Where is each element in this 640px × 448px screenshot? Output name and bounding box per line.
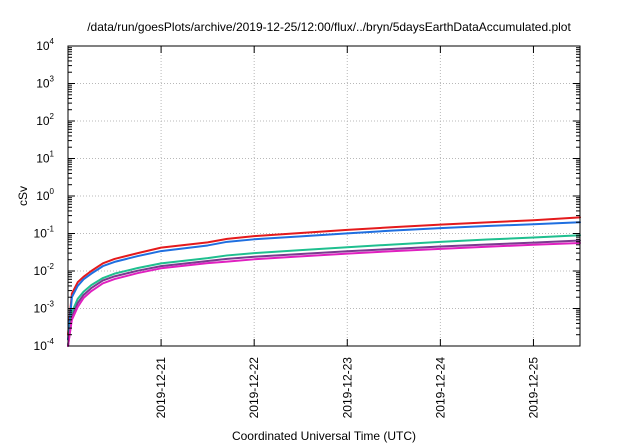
- y-axis-ticks: 10-4 10-3 10-2 10-1 100 101 102 103 104: [34, 37, 580, 353]
- series-line-1: [67, 216, 581, 336]
- y-tick-label: 103: [36, 75, 54, 91]
- y-tick-label: 10-2: [34, 262, 55, 278]
- y-tick-label: 101: [36, 150, 54, 166]
- y-tick-label: 102: [36, 112, 54, 128]
- series-layer: [67, 216, 581, 347]
- y-tick-label: 10-3: [34, 300, 55, 316]
- y-tick-label: 10-4: [34, 337, 55, 353]
- x-tick-label: 2019-12-22: [247, 357, 261, 419]
- series-line-2: [67, 221, 581, 341]
- x-tick-label: 2019-12-25: [526, 357, 540, 419]
- x-tick-label: 2019-12-23: [340, 357, 354, 419]
- x-axis-label: Coordinated Universal Time (UTC): [232, 429, 416, 443]
- chart-title: /data/run/goesPlots/archive/2019-12-25/1…: [87, 20, 571, 34]
- x-tick-label: 2019-12-21: [154, 357, 168, 419]
- y-axis-label: cSv: [16, 186, 30, 206]
- y-tick-label: 104: [36, 37, 54, 53]
- series-line-5: [67, 241, 581, 347]
- x-axis-ticks: 2019-12-21 2019-12-22 2019-12-23 2019-12-24…: [154, 46, 540, 418]
- series-line-3: [67, 234, 581, 347]
- series-line-4: [67, 239, 581, 347]
- y-tick-label: 10-1: [34, 225, 55, 241]
- x-tick-label: 2019-12-24: [433, 357, 447, 419]
- y-tick-label: 100: [36, 187, 54, 203]
- grid-lines: [68, 46, 580, 346]
